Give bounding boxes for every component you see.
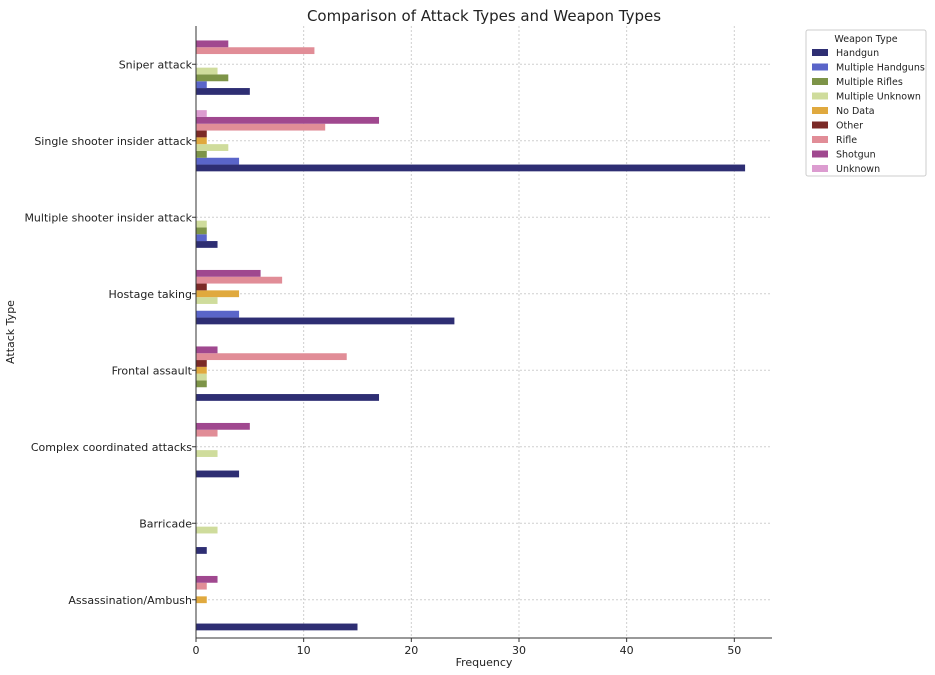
- y-tick-label: Sniper attack: [119, 58, 193, 71]
- legend-swatch: [812, 121, 828, 129]
- bar-shotgun: [196, 346, 218, 354]
- bar-unknown: [196, 110, 207, 117]
- bar-no-data: [196, 596, 207, 604]
- bar-rifle: [196, 353, 347, 361]
- bar-handgun: [196, 164, 746, 172]
- bar-shotgun: [196, 40, 229, 48]
- bar-other: [196, 360, 207, 367]
- bar-multiple-unknown: [196, 526, 218, 534]
- y-tick-label: Hostage taking: [109, 288, 192, 301]
- x-tick-label: 40: [620, 644, 634, 657]
- y-ticks: Assassination/Ambush Barricade Complex coo…: [24, 58, 196, 607]
- bar-handgun: [196, 241, 218, 248]
- bar-handgun: [196, 317, 455, 325]
- legend-label: Unknown: [836, 164, 880, 175]
- chart-title: Comparison of Attack Types and Weapon Ty…: [307, 7, 661, 25]
- y-tick-label: Multiple shooter insider attack: [24, 211, 192, 224]
- bar-handgun: [196, 623, 358, 631]
- grid: [195, 26, 772, 638]
- bars: [196, 40, 746, 631]
- legend-swatch: [812, 92, 828, 100]
- bar-multiple-handguns: [196, 81, 207, 89]
- bar-rifle: [196, 47, 315, 55]
- y-axis-label: Attack Type: [4, 300, 17, 364]
- y-tick-label: Single shooter insider attack: [34, 135, 192, 148]
- legend-swatch: [812, 49, 828, 56]
- legend-label: Handgun: [836, 48, 879, 59]
- y-tick-label: Complex coordinated attacks: [31, 441, 192, 454]
- bar-rifle: [196, 123, 326, 131]
- bar-shotgun: [196, 575, 218, 583]
- legend-title: Weapon Type: [834, 34, 897, 45]
- legend-label: Rifle: [836, 135, 857, 146]
- bar-handgun: [196, 88, 250, 95]
- bar-multiple-rifles: [196, 74, 229, 82]
- bar-multiple-rifles: [196, 227, 207, 235]
- bar-rifle: [196, 582, 207, 590]
- bar-no-data: [196, 290, 240, 298]
- legend-swatch: [812, 78, 828, 85]
- bar-multiple-unknown: [196, 373, 207, 381]
- bar-multiple-handguns: [196, 157, 240, 165]
- legend-box: [805, 29, 927, 177]
- x-tick-label: 20: [404, 644, 418, 657]
- bar-no-data: [196, 366, 207, 374]
- legend-swatch: [812, 150, 828, 158]
- bar-rifle: [196, 429, 218, 437]
- legend-label: Multiple Rifles: [836, 77, 903, 88]
- bar-shotgun: [196, 422, 250, 430]
- bar-no-data: [196, 137, 207, 145]
- bar-multiple-unknown: [196, 220, 207, 228]
- bar-handgun: [196, 547, 207, 554]
- legend-label: Multiple Unknown: [836, 92, 921, 103]
- bar-handgun: [196, 394, 380, 401]
- bar-multiple-unknown: [196, 144, 229, 151]
- legend-swatch: [812, 165, 828, 172]
- x-tick-label: 0: [193, 644, 200, 657]
- bar-shotgun: [196, 116, 380, 124]
- x-tick-label: 10: [297, 644, 311, 657]
- bar-multiple-unknown: [196, 67, 218, 75]
- legend-label: Multiple Handguns: [836, 63, 925, 74]
- bar-multiple-handguns: [196, 234, 207, 242]
- bar-handgun: [196, 470, 240, 478]
- bar-multiple-rifles: [196, 380, 207, 388]
- legend: Weapon Type Handgun Multiple Handguns Mult…: [805, 29, 927, 177]
- bar-rifle: [196, 276, 283, 284]
- bar-multiple-rifles: [196, 150, 207, 158]
- x-axis-label: Frequency: [456, 656, 513, 669]
- bar-multiple-handguns: [196, 310, 240, 318]
- x-tick-label: 50: [727, 644, 741, 657]
- bar-multiple-unknown: [196, 450, 218, 457]
- y-tick-label: Barricade: [139, 517, 192, 530]
- x-ticks: 0 10 20 30 40 50: [193, 638, 741, 657]
- x-tick-label: 30: [512, 644, 526, 657]
- axes: [195, 26, 772, 639]
- bar-other: [196, 130, 207, 138]
- legend-swatch: [812, 107, 828, 114]
- bar-shotgun: [196, 269, 261, 277]
- legend-swatch: [812, 136, 828, 143]
- legend-label: Shotgun: [836, 150, 876, 161]
- y-tick-label: Frontal assault: [112, 364, 193, 377]
- legend-label: No Data: [836, 106, 875, 117]
- y-tick-label: Assassination/Ambush: [68, 594, 192, 607]
- bar-multiple-unknown: [196, 297, 218, 304]
- legend-label: Other: [836, 121, 863, 132]
- bar-other: [196, 283, 207, 291]
- legend-swatch: [812, 63, 828, 71]
